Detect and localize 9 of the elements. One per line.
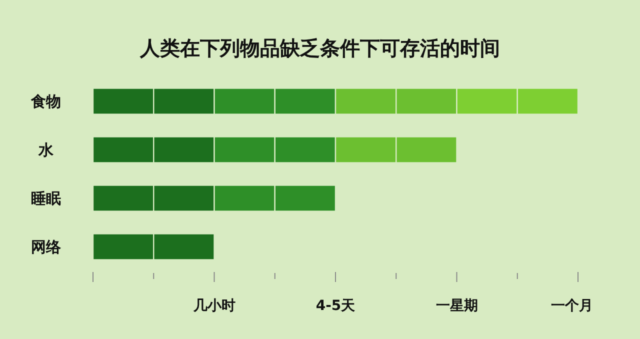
y-tick-label: 网络 bbox=[31, 238, 62, 256]
y-tick-label: 食物 bbox=[30, 92, 61, 110]
y-tick-label: 睡眠 bbox=[31, 189, 61, 208]
text: 几小时 bbox=[192, 298, 236, 314]
text: 一星期 bbox=[436, 298, 478, 314]
y-tick-label: 水 bbox=[38, 140, 54, 159]
chart-title: 人类在下列物品缺乏条件下可存活的时间 bbox=[139, 36, 500, 60]
text: 4-5天 bbox=[316, 298, 356, 314]
text: 一个月 bbox=[551, 298, 593, 314]
